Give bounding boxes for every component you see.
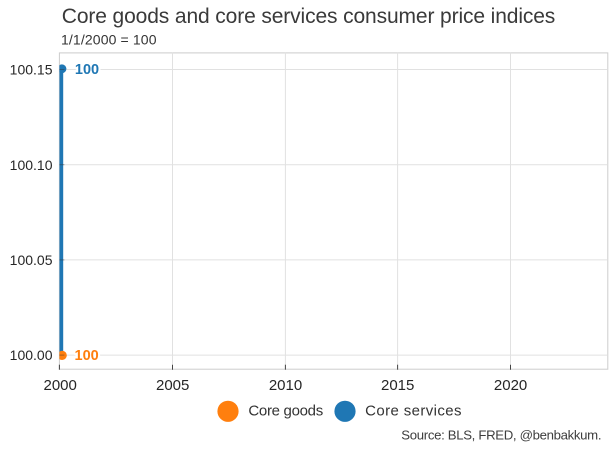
- svg-text:Source: BLS, FRED, @benbakkum.: Source: BLS, FRED, @benbakkum.: [401, 428, 601, 443]
- svg-text:2020: 2020: [494, 377, 527, 394]
- svg-text:100: 100: [75, 62, 99, 78]
- svg-text:Core goods: Core goods: [248, 403, 323, 420]
- svg-text:100.10: 100.10: [10, 157, 53, 173]
- svg-text:2015: 2015: [381, 377, 414, 394]
- svg-text:2010: 2010: [269, 377, 302, 394]
- svg-text:2005: 2005: [156, 377, 189, 394]
- svg-text:Core goods and core services c: Core goods and core services consumer pr…: [62, 5, 556, 28]
- svg-text:100.15: 100.15: [10, 62, 53, 78]
- svg-text:100: 100: [75, 348, 99, 364]
- svg-text:2000: 2000: [44, 377, 77, 394]
- svg-text:100.00: 100.00: [10, 347, 53, 363]
- svg-text:Core services: Core services: [365, 403, 461, 420]
- svg-text:1/1/2000 = 100: 1/1/2000 = 100: [61, 32, 157, 48]
- svg-text:100.05: 100.05: [10, 252, 53, 268]
